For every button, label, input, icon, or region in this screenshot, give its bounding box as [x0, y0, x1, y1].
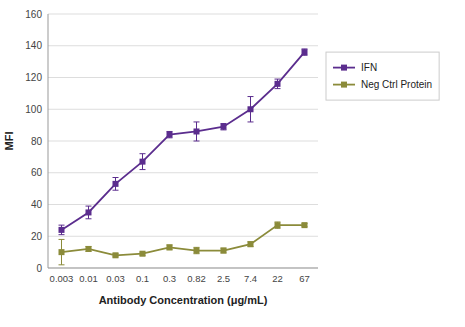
grid-line	[48, 109, 318, 110]
grid-line	[48, 268, 318, 269]
y-axis: 0 20 40 60 80 100 120 140 160	[25, 9, 318, 274]
legend-frame	[326, 52, 439, 100]
error-bar	[113, 178, 119, 191]
error-bar	[167, 245, 173, 250]
point-marker	[140, 251, 146, 257]
point-marker	[248, 106, 254, 112]
error-bar	[86, 247, 92, 252]
x-axis-title: Antibody Concentration (μg/mL)	[99, 294, 268, 306]
y-axis-title: MFI	[3, 132, 15, 151]
error-bar	[275, 79, 281, 89]
point-marker	[302, 49, 308, 55]
x-tick-label: 2.5	[217, 273, 230, 284]
x-tick-label: 22	[272, 273, 283, 284]
y-tick-label: 40	[31, 199, 43, 210]
point-marker	[113, 181, 119, 187]
x-tick-label: 0.3	[163, 273, 176, 284]
error-bar	[194, 122, 200, 141]
point-marker	[194, 248, 200, 254]
chart-container: 0 20 40 60 80 100 120 140 160 0.003 0.01 0.03 0.1 0.3…	[0, 0, 465, 327]
point-marker	[302, 222, 308, 228]
x-tick-label: 0.003	[50, 273, 74, 284]
grid-line	[48, 236, 318, 237]
point-marker	[86, 246, 92, 252]
error-bar	[275, 222, 281, 228]
point-marker	[167, 132, 173, 138]
x-tick-label: 67	[299, 273, 310, 284]
point-marker	[221, 248, 227, 254]
y-tick-label: 120	[25, 72, 42, 83]
series	[59, 49, 308, 235]
point-marker	[113, 252, 119, 258]
error-bar	[140, 154, 146, 170]
legend-label: IFN	[361, 62, 377, 73]
x-tick-label: 0.1	[136, 273, 149, 284]
series	[59, 222, 308, 265]
y-tick-label: 100	[25, 104, 42, 115]
point-marker	[167, 244, 173, 250]
x-axis: 0.003 0.01 0.03 0.1 0.3 0.82 2.5 7.4 22 67	[50, 273, 310, 284]
chart-svg: 0 20 40 60 80 100 120 140 160 0.003 0.01 0.03 0.1 0.3…	[0, 0, 465, 327]
legend: IFN Neg Ctrl Protein	[326, 52, 439, 100]
error-bar	[248, 97, 254, 122]
legend-label: Neg Ctrl Protein	[361, 79, 432, 90]
point-marker	[59, 227, 65, 233]
series-line	[62, 52, 305, 230]
error-bar	[302, 49, 308, 55]
point-marker	[140, 159, 146, 165]
error-bar	[221, 124, 227, 130]
x-tick-label: 0.03	[106, 273, 125, 284]
point-marker	[194, 128, 200, 134]
point-marker	[59, 249, 65, 255]
error-bar	[59, 239, 65, 264]
error-bar	[167, 131, 173, 137]
error-bar	[194, 247, 200, 253]
error-bar	[59, 225, 65, 235]
grid-line	[48, 77, 318, 78]
error-bar	[221, 248, 227, 253]
point-marker	[248, 241, 254, 247]
point-marker	[275, 81, 281, 87]
grid-line	[48, 141, 318, 142]
grid-line	[48, 172, 318, 173]
x-tick-label: 7.4	[244, 273, 257, 284]
point-marker	[86, 209, 92, 215]
x-axis-line	[48, 268, 318, 269]
y-tick-label: 0	[36, 263, 42, 274]
x-tick-label: 0.82	[187, 273, 206, 284]
y-tick-label: 160	[25, 9, 42, 20]
legend-marker	[341, 82, 347, 88]
y-axis-line	[48, 14, 49, 268]
legend-marker	[341, 65, 347, 71]
x-tick-label: 0.01	[79, 273, 98, 284]
plot-area	[59, 49, 308, 265]
y-tick-label: 80	[31, 136, 43, 147]
series-line	[62, 225, 305, 255]
point-marker	[275, 222, 281, 228]
grid-line	[48, 204, 318, 205]
grid-line	[48, 45, 318, 46]
point-marker	[221, 124, 227, 130]
y-tick-label: 140	[25, 40, 42, 51]
y-tick-label: 60	[31, 167, 43, 178]
y-tick-label: 20	[31, 231, 43, 242]
error-bar	[248, 242, 254, 247]
error-bar	[86, 206, 92, 219]
grid-line	[48, 14, 318, 15]
